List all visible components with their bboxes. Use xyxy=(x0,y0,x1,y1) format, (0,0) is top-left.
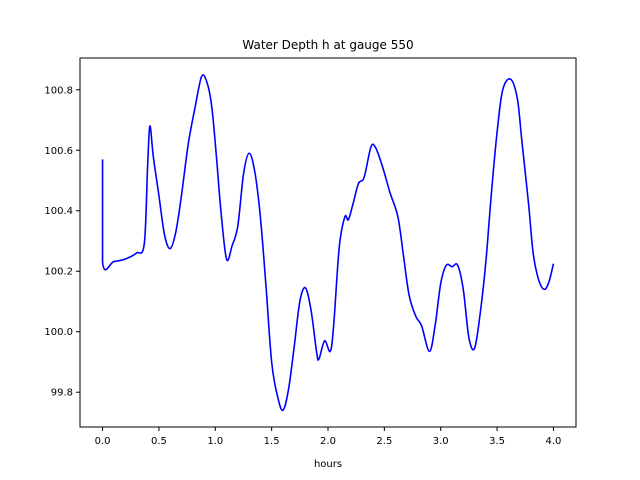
x-tick-label: 1.5 xyxy=(264,436,280,447)
y-tick-label: 100.4 xyxy=(44,206,73,217)
y-axis-ticks: 99.8 100.0 100.2 100.4 100.6 100.8 xyxy=(44,85,80,399)
y-tick-label: 100.6 xyxy=(44,146,73,157)
x-axis-ticks: 0.0 0.5 1.0 1.5 2.0 2.5 3.0 3.5 4.0 xyxy=(95,427,562,447)
x-tick-label: 2.0 xyxy=(320,436,336,447)
x-axis-label: hours xyxy=(314,459,342,470)
series-line xyxy=(101,74,555,412)
x-tick-label: 3.0 xyxy=(433,436,449,447)
plot-series xyxy=(101,74,555,412)
x-tick-label: 1.0 xyxy=(207,436,223,447)
x-tick-label: 0.0 xyxy=(95,436,111,447)
x-tick-label: 3.5 xyxy=(489,436,505,447)
x-tick-label: 2.5 xyxy=(376,436,392,447)
y-tick-label: 100.0 xyxy=(44,327,73,338)
plot-frame xyxy=(79,57,577,428)
y-tick-label: 100.2 xyxy=(44,267,73,278)
x-tick-label: 4.0 xyxy=(546,436,562,447)
x-tick-label: 0.5 xyxy=(151,436,167,447)
y-tick-label: 99.8 xyxy=(51,388,73,399)
chart-title: Water Depth h at gauge 550 xyxy=(242,38,413,52)
y-tick-label: 100.8 xyxy=(44,85,73,96)
